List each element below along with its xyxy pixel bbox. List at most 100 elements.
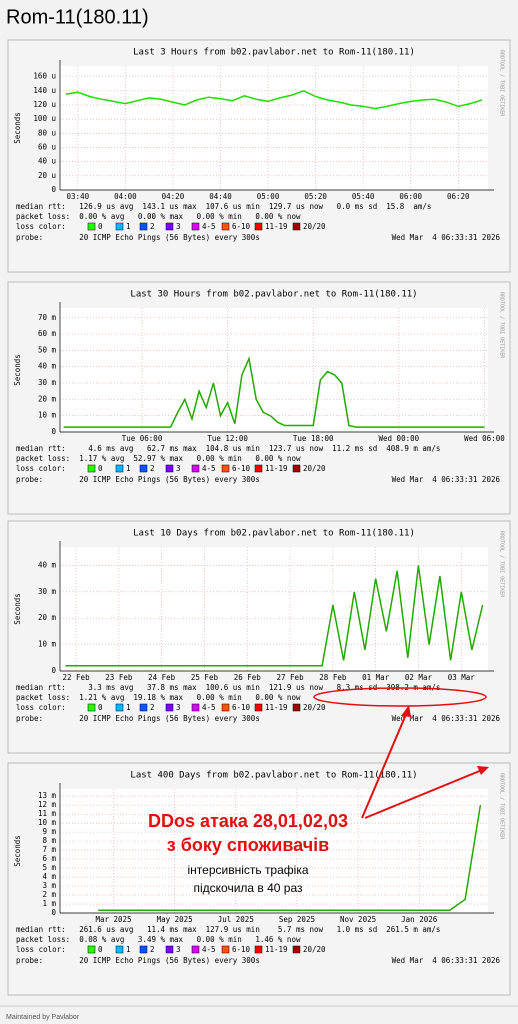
legend-label: 0: [98, 222, 103, 231]
y-tick-label: 30 m: [38, 587, 57, 596]
y-tick-label: 0: [51, 427, 56, 436]
chart-title: Last 10 Days from b02.pavlabor.net to Ro…: [133, 529, 415, 539]
y-tick-label: 3 m: [42, 881, 56, 890]
legend-label: 20/20: [303, 703, 326, 712]
legend-label: 1: [126, 703, 131, 712]
y-tick-label: 12 m: [38, 800, 57, 809]
y-tick-label: 140 u: [33, 86, 56, 95]
legend-label: 4-5: [202, 222, 216, 231]
y-tick-label: 100 u: [33, 114, 56, 123]
legend-swatch: [221, 945, 230, 954]
legend-swatch: [165, 703, 174, 712]
date: Wed Mar 4 06:33:31 2026: [392, 233, 501, 242]
watermark: RRDTOOL / TOBI OETIKER: [499, 531, 505, 598]
x-tick-label: 05:40: [352, 192, 375, 201]
legend-swatch: [221, 222, 230, 231]
legend-label: 3: [176, 222, 181, 231]
arrow: [364, 769, 483, 819]
graph-panel: Last 400 Days from b02.pavlabor.net to R…: [7, 762, 511, 996]
y-axis-label: Seconds: [13, 112, 22, 144]
loss-label: loss color:: [16, 464, 66, 473]
legend-label: 0: [98, 945, 103, 954]
y-tick-label: 40 m: [38, 362, 57, 371]
legend-label: 4-5: [202, 464, 216, 473]
legend-swatch: [191, 222, 200, 231]
y-tick-label: 30 m: [38, 378, 57, 387]
graph-panel: Last 30 Hours from b02.pavlabor.net to R…: [7, 281, 511, 515]
legend-swatch: [115, 222, 124, 231]
x-tick-label: 02 Mar: [405, 673, 433, 682]
loss-label: loss color:: [16, 703, 66, 712]
legend-swatch: [191, 945, 200, 954]
y-tick-label: 2 m: [42, 890, 56, 899]
legend-label: 11-19: [265, 945, 288, 954]
x-tick-label: Wed 00:00: [379, 434, 420, 443]
legend-label: 6-10: [232, 222, 251, 231]
page-title: Rom-11(180.11): [6, 6, 149, 28]
legend-swatch: [292, 464, 301, 473]
legend-label: 0: [98, 464, 103, 473]
packet-loss: packet loss: 1.21 % avg 19.18 % max 0.00…: [16, 693, 301, 702]
legend-swatch: [292, 222, 301, 231]
y-tick-label: 0: [51, 908, 56, 917]
legend-swatch: [87, 222, 96, 231]
legend-label: 2: [150, 945, 155, 954]
legend-label: 11-19: [265, 464, 288, 473]
legend-label: 3: [176, 945, 181, 954]
legend-label: 6-10: [232, 703, 251, 712]
x-tick-label: 01 Mar: [362, 673, 390, 682]
y-tick-label: 11 m: [38, 809, 57, 818]
graph-panel: Last 3 Hours from b02.pavlabor.net to Ro…: [7, 39, 511, 273]
y-tick-label: 0: [51, 666, 56, 675]
legend-label: 6-10: [232, 945, 251, 954]
y-tick-label: 80 u: [38, 128, 56, 137]
legend-label: 20/20: [303, 464, 326, 473]
x-tick-label: 05:20: [304, 192, 327, 201]
plot-bg: [60, 789, 488, 913]
probe: probe: 20 ICMP Echo Pings (56 Bytes) eve…: [16, 956, 260, 965]
legend-swatch: [139, 464, 148, 473]
x-tick-label: 28 Feb: [319, 673, 347, 682]
x-tick-label: Sep 2025: [279, 915, 315, 924]
y-tick-label: 160 u: [33, 72, 56, 81]
x-tick-label: 05:00: [257, 192, 280, 201]
y-tick-label: 10 m: [38, 640, 57, 649]
median-rtt: median rtt: 4.6 ms avg 62.7 ms max 104.8…: [16, 444, 440, 453]
y-tick-label: 20 u: [38, 171, 56, 180]
x-tick-label: Jul 2025: [218, 915, 254, 924]
watermark: RRDTOOL / TOBI OETIKER: [499, 50, 505, 117]
x-tick-label: 27 Feb: [277, 673, 305, 682]
legend-label: 20/20: [303, 222, 326, 231]
legend-swatch: [254, 945, 263, 954]
legend-label: 2: [150, 703, 155, 712]
y-tick-label: 50 m: [38, 345, 57, 354]
footer: Maintained by Pavlabor: [6, 1014, 80, 1021]
legend-swatch: [139, 945, 148, 954]
probe: probe: 20 ICMP Echo Pings (56 Bytes) eve…: [16, 475, 260, 484]
packet-loss: packet loss: 0.08 % avg 3.49 % max 0.00 …: [16, 935, 301, 944]
annotation-note: інтерсивність трафіка: [187, 863, 308, 877]
legend-swatch: [254, 703, 263, 712]
legend-swatch: [115, 464, 124, 473]
x-tick-label: Tue 18:00: [293, 434, 334, 443]
median-line: [65, 89, 483, 110]
legend-swatch: [165, 945, 174, 954]
legend-label: 20/20: [303, 945, 326, 954]
legend-label: 3: [176, 703, 181, 712]
y-tick-label: 10 m: [38, 818, 57, 827]
y-tick-label: 40 u: [38, 157, 56, 166]
median-rtt: median rtt: 261.6 us avg 11.4 ms max 127…: [16, 925, 440, 934]
median-rtt: median rtt: 126.9 us avg 143.1 us max 10…: [16, 202, 431, 211]
median-line: [63, 356, 485, 428]
legend-swatch: [87, 703, 96, 712]
chart-title: Last 400 Days from b02.pavlabor.net to R…: [130, 771, 417, 781]
x-tick-label: Wed 06:00: [464, 434, 505, 443]
loss-label: loss color:: [16, 945, 66, 954]
legend-swatch: [139, 222, 148, 231]
plot-bg: [60, 547, 488, 671]
legend-swatch: [115, 945, 124, 954]
date: Wed Mar 4 06:33:31 2026: [392, 714, 501, 723]
y-tick-label: 10 m: [38, 411, 57, 420]
x-tick-label: 03 Mar: [448, 673, 476, 682]
